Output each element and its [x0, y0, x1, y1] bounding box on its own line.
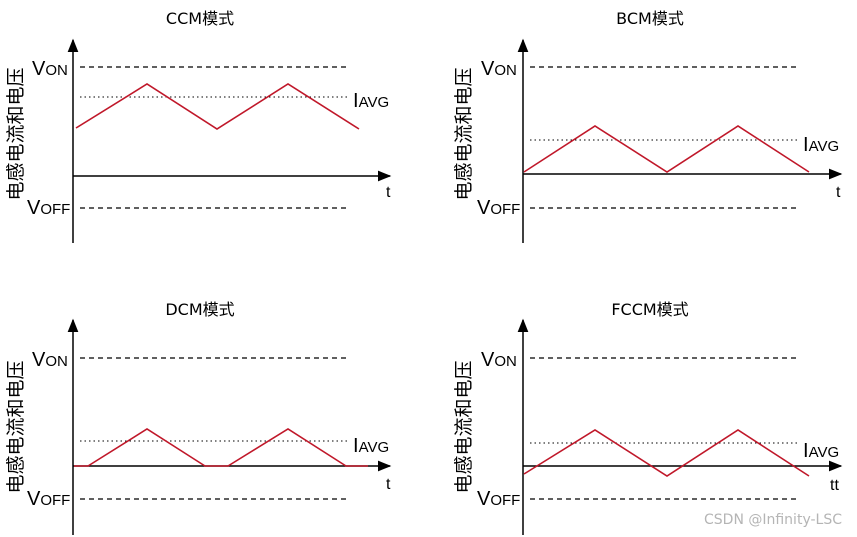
watermark: CSDN @Infinity-LSC: [704, 512, 842, 528]
voff-label: VOFF: [477, 488, 520, 510]
panel-fccm: FCCM模式 电感电流和电压 VON VOFF IAVG tt: [453, 300, 843, 535]
inductor-current-waveform: [523, 429, 810, 477]
y-axis-label: 电感电流和电压: [5, 67, 27, 200]
panel-ccm: CCM模式 电感电流和电压 VON VOFF IAVG t: [5, 9, 392, 243]
panel-bcm: BCM模式 电感电流和电压 VON VOFF IAVG t: [453, 9, 843, 243]
iavg-label: IAVG: [803, 440, 839, 462]
panel-dcm: DCM模式 电感电流和电压 VON VOFF IAVG t: [5, 300, 392, 535]
voff-label: VOFF: [27, 197, 70, 219]
time-label: t: [836, 184, 841, 201]
inductor-current-waveform: [75, 83, 360, 130]
panel-title: FCCM模式: [611, 300, 688, 319]
von-label: VON: [481, 58, 517, 80]
y-axis-label: 电感电流和电压: [5, 360, 27, 493]
inductor-current-waveform: [74, 428, 368, 467]
iavg-label: IAVG: [353, 435, 389, 457]
panel-title: CCM模式: [166, 9, 234, 28]
time-label: t: [386, 476, 391, 493]
time-label: tt: [830, 477, 839, 494]
von-label: VON: [32, 58, 68, 80]
voff-label: VOFF: [27, 488, 70, 510]
iavg-label: IAVG: [803, 134, 839, 156]
time-label: t: [386, 184, 391, 201]
panel-title: DCM模式: [165, 300, 234, 319]
inductor-current-waveform: [523, 125, 810, 173]
von-label: VON: [32, 349, 68, 371]
iavg-label: IAVG: [353, 90, 389, 112]
voff-label: VOFF: [477, 197, 520, 219]
y-axis-label: 电感电流和电压: [453, 67, 475, 200]
y-axis-label: 电感电流和电压: [453, 360, 475, 493]
panel-title: BCM模式: [616, 9, 684, 28]
von-label: VON: [481, 349, 517, 371]
